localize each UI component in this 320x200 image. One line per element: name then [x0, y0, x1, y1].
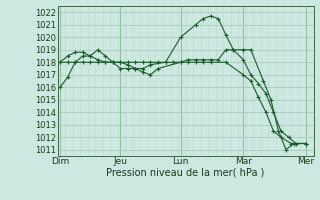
X-axis label: Pression niveau de la mer( hPa ): Pression niveau de la mer( hPa )	[107, 168, 265, 178]
